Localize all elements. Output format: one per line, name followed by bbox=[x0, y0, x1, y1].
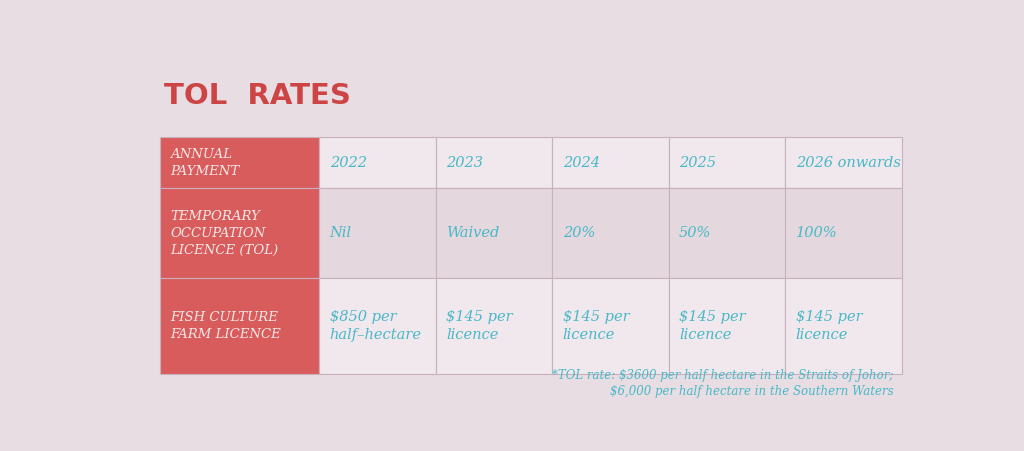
Text: $6,000 per half hectare in the Southern Waters: $6,000 per half hectare in the Southern … bbox=[610, 385, 894, 398]
Text: $145 per
licence: $145 per licence bbox=[446, 309, 513, 342]
Bar bbox=[669, 188, 785, 278]
Text: $145 per
licence: $145 per licence bbox=[562, 309, 629, 342]
Bar bbox=[552, 138, 669, 188]
Bar bbox=[552, 278, 669, 373]
Text: ANNUAL
PAYMENT: ANNUAL PAYMENT bbox=[170, 148, 240, 178]
Text: 2023: 2023 bbox=[446, 156, 483, 170]
Bar bbox=[160, 188, 319, 278]
Bar bbox=[436, 278, 552, 373]
Bar bbox=[160, 138, 319, 188]
Text: $145 per
licence: $145 per licence bbox=[796, 309, 862, 342]
Text: 2022: 2022 bbox=[330, 156, 367, 170]
Text: TOL  RATES: TOL RATES bbox=[164, 82, 350, 110]
Text: 2026 onwards: 2026 onwards bbox=[796, 156, 900, 170]
Bar bbox=[319, 138, 436, 188]
Text: 2024: 2024 bbox=[562, 156, 600, 170]
Text: 100%: 100% bbox=[796, 226, 838, 240]
Bar bbox=[319, 188, 436, 278]
Text: 2025: 2025 bbox=[679, 156, 716, 170]
Bar bbox=[319, 278, 436, 373]
Bar bbox=[785, 278, 902, 373]
Bar bbox=[669, 138, 785, 188]
Bar bbox=[160, 278, 319, 373]
Text: Nil: Nil bbox=[330, 226, 351, 240]
Bar bbox=[436, 188, 552, 278]
Text: *TOL rate: $3600 per half hectare in the Straits of Johor;: *TOL rate: $3600 per half hectare in the… bbox=[553, 369, 894, 382]
Bar bbox=[785, 188, 902, 278]
Text: 50%: 50% bbox=[679, 226, 712, 240]
Text: FISH CULTURE
FARM LICENCE: FISH CULTURE FARM LICENCE bbox=[170, 311, 281, 341]
Bar bbox=[669, 278, 785, 373]
Text: $145 per
licence: $145 per licence bbox=[679, 309, 745, 342]
Text: 20%: 20% bbox=[562, 226, 595, 240]
Bar bbox=[436, 138, 552, 188]
Bar bbox=[552, 188, 669, 278]
Bar bbox=[785, 138, 902, 188]
Text: TEMPORARY
OCCUPATION
LICENCE (TOL): TEMPORARY OCCUPATION LICENCE (TOL) bbox=[170, 210, 279, 257]
Text: $850 per
half–hectare: $850 per half–hectare bbox=[330, 309, 422, 342]
Text: Waived: Waived bbox=[446, 226, 500, 240]
